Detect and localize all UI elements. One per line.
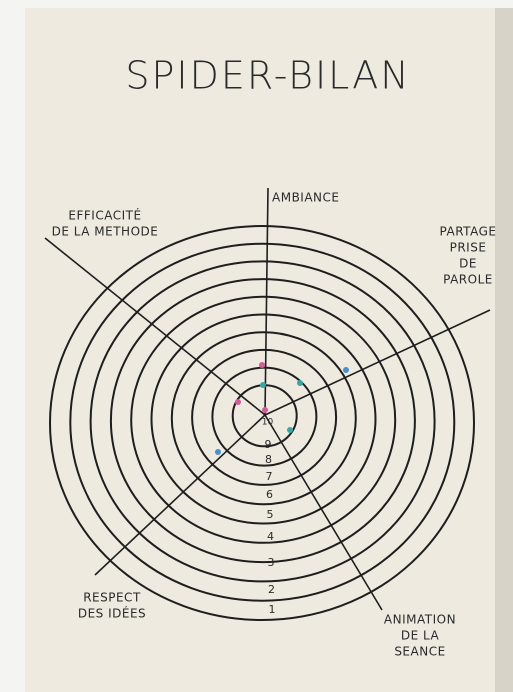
ring	[150, 313, 377, 525]
vote-dot	[235, 399, 241, 405]
ring-number: 3	[268, 556, 275, 569]
vote-dot	[215, 449, 221, 455]
axis-label: DE LA	[401, 629, 440, 643]
axis-line	[264, 309, 491, 416]
ring-number: 1	[269, 603, 276, 616]
axis-label: RESPECT	[83, 591, 141, 605]
ring	[49, 225, 475, 621]
ring-number: 2	[268, 583, 275, 596]
ring-number: 9	[265, 438, 272, 451]
axis-line	[94, 414, 266, 576]
ring	[69, 242, 456, 602]
vote-dot	[343, 367, 349, 373]
ring	[109, 278, 416, 564]
ring-number: 6	[266, 488, 273, 501]
ring	[191, 348, 338, 486]
ring	[130, 295, 397, 544]
ring-number: 4	[267, 530, 274, 543]
axis-line	[264, 414, 383, 611]
axis-label: PAROLE	[443, 273, 493, 287]
axis-label: ANIMATION	[384, 613, 456, 627]
axis-label: DE LA METHODE	[52, 225, 159, 239]
ring-number: 7	[266, 470, 273, 483]
axis-line	[264, 187, 269, 416]
axis-label: DES IDÉES	[78, 606, 146, 621]
spider-chart: AMBIANCE PARTAGE PRISE DE PAROLE ANIMATION DE …	[44, 187, 497, 659]
vote-dot	[287, 427, 293, 433]
ring	[170, 331, 357, 506]
axis-label: PARTAGE	[440, 225, 497, 239]
vote-dot	[262, 407, 268, 413]
vote-dot	[297, 380, 303, 386]
ring-number: 5	[267, 508, 274, 521]
axis-label: PRISE	[450, 241, 487, 255]
axis-label: DE	[459, 257, 477, 271]
axis-label: AMBIANCE	[272, 191, 339, 205]
axis-label: EFFICACITÉ	[68, 208, 141, 223]
vote-dot	[259, 362, 265, 368]
vote-dot	[260, 382, 266, 388]
ring	[89, 260, 436, 583]
ring	[211, 366, 318, 467]
ring-number: 10	[262, 418, 274, 428]
ring-number: 8	[265, 453, 272, 466]
axis-line	[44, 237, 266, 416]
axis-label: SEANCE	[394, 645, 445, 659]
paper-edge	[495, 8, 513, 692]
title: SPIDER-BILAN	[125, 54, 410, 98]
